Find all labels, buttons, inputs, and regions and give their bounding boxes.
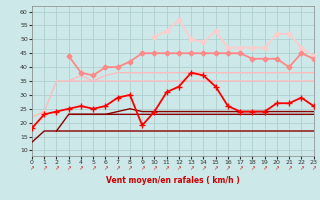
X-axis label: Vent moyen/en rafales ( km/h ): Vent moyen/en rafales ( km/h ): [106, 176, 240, 185]
